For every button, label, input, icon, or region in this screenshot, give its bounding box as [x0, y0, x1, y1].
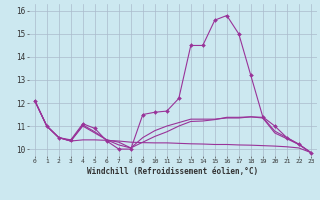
X-axis label: Windchill (Refroidissement éolien,°C): Windchill (Refroidissement éolien,°C) [87, 167, 258, 176]
